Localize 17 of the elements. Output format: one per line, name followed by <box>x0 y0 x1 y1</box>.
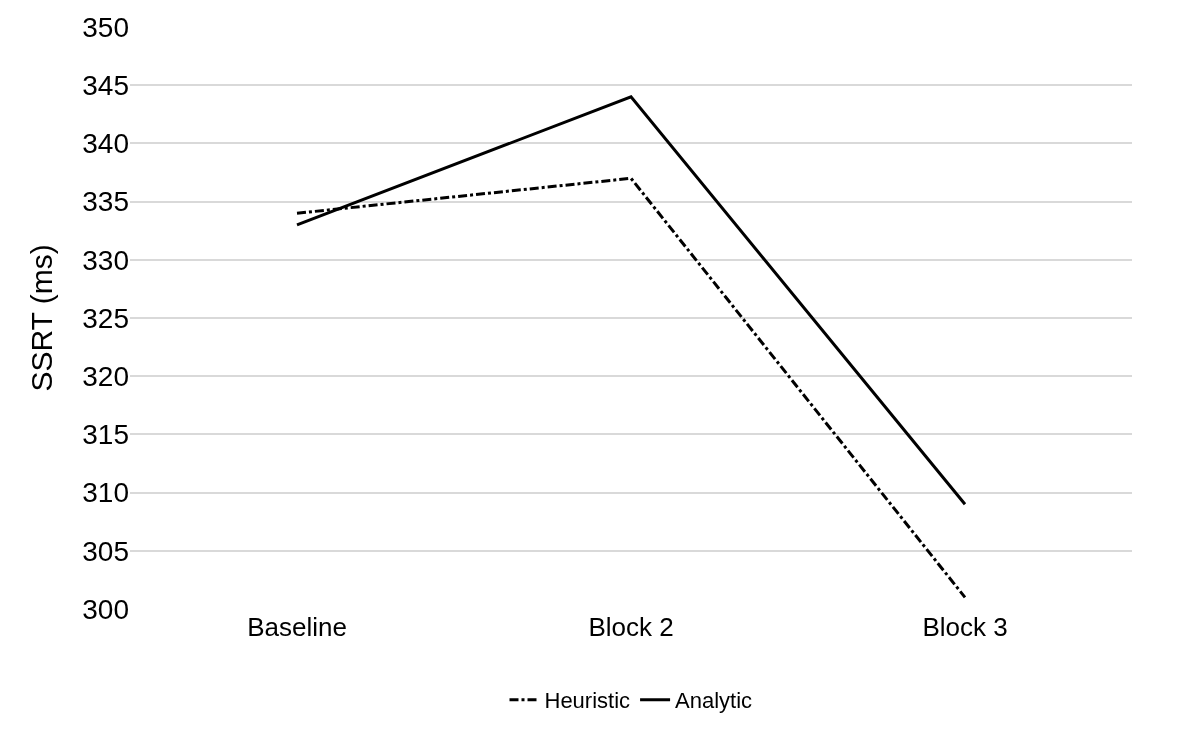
legend-label: Heuristic <box>544 688 631 714</box>
y-tick-label: 325 <box>82 302 129 334</box>
y-tick-label: 305 <box>82 535 129 567</box>
y-tick-label: 315 <box>82 419 129 451</box>
legend-label: Analytic <box>675 688 753 714</box>
x-tick-label: Block 2 <box>588 612 674 642</box>
y-axis-title: SSRT (ms) <box>25 244 59 392</box>
y-tick-label: 330 <box>82 244 129 276</box>
y-tick-label: 300 <box>82 593 129 625</box>
x-tick-label: Baseline <box>247 612 347 642</box>
y-tick-label: 320 <box>82 361 129 392</box>
x-tick-label: Block 3 <box>922 612 1008 642</box>
y-tick-label: 310 <box>82 477 129 509</box>
y-tick-label: 340 <box>82 128 129 160</box>
y-tick-label: 345 <box>82 70 129 101</box>
y-tick-label: 335 <box>82 186 129 218</box>
y-tick-label: 350 <box>82 11 129 43</box>
